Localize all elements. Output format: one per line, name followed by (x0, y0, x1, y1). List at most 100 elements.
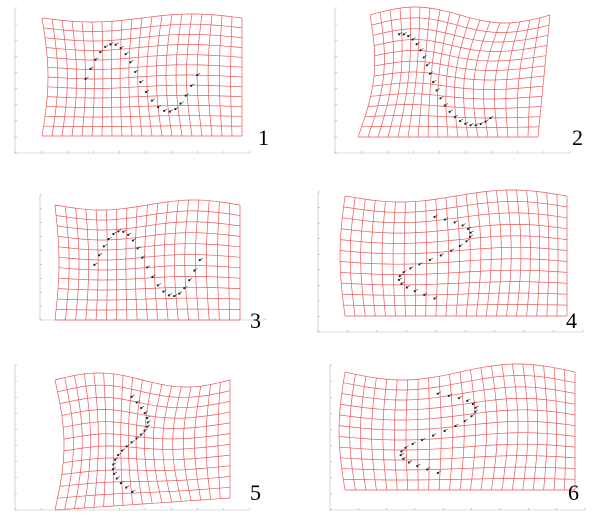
grid-line (134, 206, 138, 321)
grid-line (361, 125, 540, 128)
grid-line (63, 421, 231, 429)
displacement-vector (151, 98, 156, 101)
panel: 5 (14, 364, 261, 511)
displacement-vector (399, 273, 403, 277)
grid-line (445, 197, 449, 317)
displacement-vector (146, 415, 151, 419)
panel-label: 2 (572, 125, 583, 150)
displacement-vector (123, 229, 127, 232)
displacement-vector (429, 257, 434, 261)
grid-line (64, 206, 70, 321)
grid-line (61, 409, 231, 419)
displacement-vector (400, 452, 404, 456)
displacement-vector (144, 410, 148, 414)
displacement-vector (419, 262, 423, 265)
grid-line (341, 386, 576, 401)
displacement-vector (126, 444, 130, 447)
displacement-vector (99, 49, 104, 53)
grid-line (228, 203, 231, 321)
grid-line (485, 191, 492, 317)
grid-line (546, 192, 550, 317)
grid-line (449, 374, 454, 491)
displacement-vector (174, 293, 178, 297)
displacement-vector (108, 236, 112, 240)
grid-line (47, 94, 243, 99)
grid-line (428, 377, 430, 491)
displacement-vector (470, 122, 474, 126)
grid-line (54, 497, 231, 511)
displacement-vector (110, 42, 114, 45)
grid-line (364, 114, 541, 119)
displacement-vector (175, 106, 179, 110)
grid-line (516, 190, 522, 317)
displacement-vector (125, 51, 129, 55)
grid-line (394, 379, 398, 491)
grid-line (54, 379, 65, 511)
displacement-vector (474, 409, 479, 413)
displacement-vector (113, 471, 118, 475)
displacement-vector (194, 268, 198, 271)
grid-line (152, 384, 163, 503)
grid-line (372, 82, 544, 90)
displacement-vector (444, 217, 449, 220)
grid-line (341, 224, 568, 234)
displacement-vector (466, 239, 470, 242)
grid-line (194, 386, 202, 501)
displacement-vector (450, 248, 455, 251)
grid-line (59, 397, 231, 409)
grid-line (374, 39, 548, 52)
grid-line (392, 201, 396, 317)
grid-line (63, 454, 231, 464)
grid-line (340, 258, 568, 265)
displacement-vector (132, 489, 136, 493)
grid-line (340, 455, 576, 461)
displacement-vector (405, 445, 409, 449)
grid-line (75, 208, 80, 321)
grid-line (153, 203, 159, 321)
grid-line (41, 13, 243, 23)
displacement-vector (475, 123, 479, 126)
displacement-vector (157, 283, 161, 286)
grid-line (46, 44, 243, 51)
grid-line (340, 398, 576, 411)
grid-line (496, 190, 502, 317)
grid-line (556, 194, 559, 317)
displacement-vector (485, 119, 489, 122)
displacement-vector (434, 296, 438, 299)
grid-line (536, 191, 541, 317)
grid-line (173, 200, 179, 321)
grid-line (56, 210, 241, 221)
displacement-vector (423, 55, 427, 58)
grid-line (374, 60, 546, 71)
displacement-vector (490, 115, 494, 119)
displacement-vector (432, 433, 437, 436)
grid-line (341, 466, 576, 471)
displacement-vector (437, 391, 442, 394)
grid-line (217, 201, 220, 321)
displacement-vector (131, 394, 135, 398)
grid-line (360, 376, 367, 491)
displacement-vector (152, 274, 156, 278)
displacement-vector (199, 257, 203, 261)
displacement-vector (437, 470, 442, 474)
displacement-vector (412, 37, 416, 40)
displacement-vector (115, 42, 119, 46)
displacement-vector (459, 118, 464, 122)
displacement-vector (116, 476, 120, 479)
displacement-vector (126, 485, 130, 488)
displacement-vector (180, 101, 184, 104)
displacement-vector (137, 246, 141, 249)
grid-line (343, 375, 576, 391)
displacement-vector (398, 31, 403, 35)
displacement-vector (157, 104, 162, 108)
displacement-vector (421, 437, 426, 441)
displacement-vector (90, 66, 94, 70)
grid-line (370, 200, 376, 317)
grid-line (339, 420, 576, 431)
displacement-vector (113, 231, 117, 235)
panel: 2 (334, 6, 583, 154)
grid-line (360, 199, 366, 317)
panel-label: 6 (568, 480, 579, 505)
displacement-vector (144, 428, 148, 431)
grid-line (127, 377, 134, 505)
